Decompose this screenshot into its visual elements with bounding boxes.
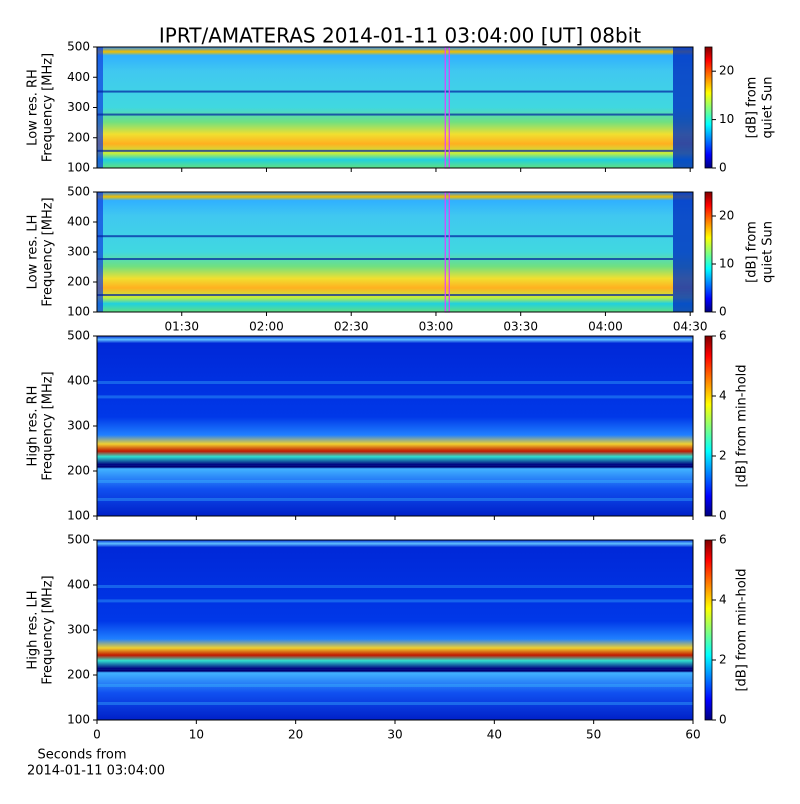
y-tick-label: 100 [67, 713, 90, 727]
spectrogram-band [97, 90, 673, 93]
x-axis-label: 2014-01-11 03:04:00 [27, 764, 165, 779]
spectrogram-band [97, 702, 693, 705]
spectrogram [97, 336, 693, 516]
spectrogram-edge [673, 47, 693, 168]
spectrogram [97, 192, 693, 312]
x-tick-label: 20 [288, 728, 303, 742]
spectrogram-band [97, 381, 693, 384]
y-axis-label: Frequency [MHz] [41, 197, 56, 306]
spectrogram-edge [97, 47, 103, 168]
spectrogram-band [97, 684, 693, 687]
colorbar-label: [dB] from min-hold [735, 364, 750, 487]
spectrogram-band [97, 585, 693, 588]
y-tick-label: 200 [67, 464, 90, 478]
x-tick-label: 50 [586, 728, 601, 742]
y-axis-label: Frequency [MHz] [41, 575, 56, 684]
x-axis-label: Seconds from [37, 748, 126, 763]
y-tick-label: 500 [67, 40, 90, 54]
colorbar [704, 335, 713, 517]
colorbar-label: quiet Sun [761, 221, 776, 283]
colorbar-tick-label: 4 [719, 593, 727, 607]
y-axis-label: Frequency [MHz] [41, 371, 56, 480]
x-tick-label: 30 [387, 728, 402, 742]
colorbar-tick-label: 20 [719, 209, 734, 223]
spectrogram [97, 47, 693, 168]
colorbar-tick-label: 10 [719, 257, 734, 271]
colorbar-tick-label: 2 [719, 653, 727, 667]
x-tick-label: 03:30 [503, 320, 538, 334]
colorbar-tick-label: 10 [719, 112, 734, 126]
x-tick-label: 0 [93, 728, 101, 742]
spectrogram-edge [97, 192, 103, 312]
colorbar-label: [dB] from [745, 221, 760, 283]
y-axis-label: High res. LH [26, 590, 41, 669]
colorbar-label: quiet Sun [761, 76, 776, 138]
y-axis-label: Frequency [MHz] [41, 53, 56, 162]
spectrogram-band [97, 149, 673, 152]
spectrogram-edge [673, 192, 693, 312]
spectrogram-band [97, 258, 673, 260]
colorbar-tick-label: 6 [719, 533, 727, 547]
spectrogram-band [97, 599, 693, 603]
x-tick-label: 02:30 [334, 320, 369, 334]
y-tick-label: 300 [67, 245, 90, 259]
colorbar [704, 46, 713, 169]
y-tick-label: 300 [67, 100, 90, 114]
x-tick-label: 04:30 [673, 320, 708, 334]
colorbar-tick-label: 0 [719, 713, 727, 727]
colorbar-tick-label: 0 [719, 161, 727, 175]
y-tick-label: 400 [67, 374, 90, 388]
spectrogram-band [97, 465, 693, 468]
x-tick-label: 02:00 [249, 320, 284, 334]
y-tick-label: 100 [67, 161, 90, 175]
colorbar-tick-label: 4 [719, 389, 727, 403]
colorbar-tick-label: 0 [719, 305, 727, 319]
y-tick-label: 100 [67, 509, 90, 523]
spectrogram-band [97, 480, 693, 483]
colorbar [704, 539, 713, 721]
colorbar-label: [dB] from min-hold [735, 568, 750, 691]
y-axis-label: High res. RH [26, 386, 41, 467]
y-tick-label: 500 [67, 185, 90, 199]
colorbar-tick-label: 20 [719, 64, 734, 78]
y-tick-label: 500 [67, 329, 90, 343]
colorbar [704, 191, 713, 313]
colorbar-tick-label: 2 [719, 449, 727, 463]
spectrogram [97, 540, 693, 720]
y-axis-label: Low res. RH [26, 69, 41, 146]
colorbar-tick-label: 6 [719, 329, 727, 343]
x-tick-label: 01:30 [164, 320, 199, 334]
spectrogram-band [97, 113, 673, 116]
x-tick-label: 60 [685, 728, 700, 742]
colorbar-label: [dB] from [745, 77, 760, 139]
x-tick-label: 10 [189, 728, 204, 742]
y-tick-label: 500 [67, 533, 90, 547]
x-tick-label: 40 [487, 728, 502, 742]
y-tick-label: 400 [67, 578, 90, 592]
y-tick-label: 400 [67, 70, 90, 84]
y-tick-label: 200 [67, 275, 90, 289]
x-tick-label: 03:00 [419, 320, 454, 334]
y-tick-label: 300 [67, 419, 90, 433]
y-tick-label: 200 [67, 130, 90, 144]
spectrogram-band [97, 294, 673, 296]
colorbar-tick-label: 0 [719, 509, 727, 523]
y-tick-label: 200 [67, 668, 90, 682]
y-tick-label: 100 [67, 305, 90, 319]
y-tick-label: 300 [67, 623, 90, 637]
y-axis-label: Low res. LH [26, 215, 41, 290]
spectrogram-band [97, 395, 693, 399]
spectrogram-band [97, 235, 673, 238]
chart-title: IPRT/AMATERAS 2014-01-11 03:04:00 [UT] 0… [159, 24, 641, 48]
x-tick-label: 04:00 [588, 320, 623, 334]
spectrogram-band [97, 498, 693, 501]
spectrogram-band [97, 669, 693, 672]
y-tick-label: 400 [67, 215, 90, 229]
